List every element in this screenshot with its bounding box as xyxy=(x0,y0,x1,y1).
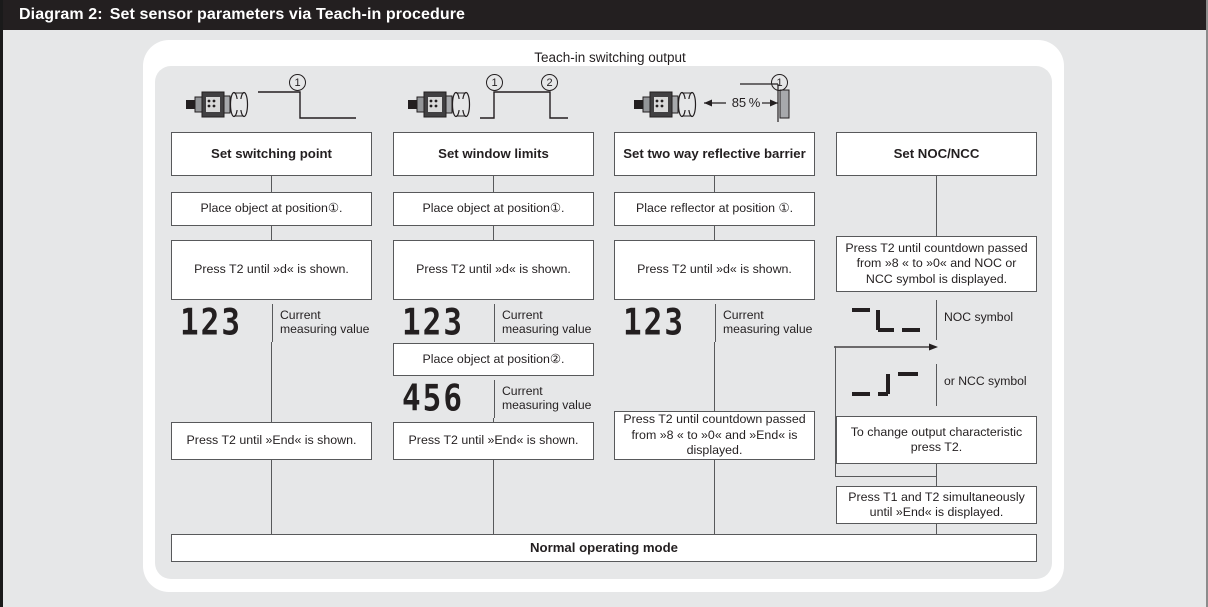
step-final-col1: Press T2 until »End« is shown. xyxy=(171,422,372,460)
column-header-switching-point: Set switching point xyxy=(171,132,372,176)
step-press-t2-d-col3: Press T2 until »d« is shown. xyxy=(614,240,815,300)
percent-label-col3: 85 % xyxy=(731,95,761,110)
step-place-object-col1: Place object at position①. xyxy=(171,192,372,226)
connector-4c xyxy=(936,524,937,534)
column-header-reflective-barrier: Set two way reflective barrier xyxy=(614,132,815,176)
wave-marker-1-col3: 1 xyxy=(771,74,788,91)
wave-marker-1-col2: 1 xyxy=(486,74,503,91)
connector-3a xyxy=(714,176,715,192)
feedback-loop-arrow xyxy=(834,340,944,358)
connector-3c xyxy=(714,342,715,411)
readout-value-col1: 123 xyxy=(180,301,242,344)
readout-value-col2: 123 xyxy=(402,301,464,344)
sensor-icon-2 xyxy=(408,88,474,127)
step-final-col3: Press T2 until countdown passed from »8 … xyxy=(614,411,815,460)
feedback-loop-vertical xyxy=(835,346,836,476)
noc-divider xyxy=(936,300,937,340)
wave-marker-1-col1: 1 xyxy=(289,74,306,91)
connector-1a xyxy=(271,176,272,192)
diagram-title-text: Set sensor parameters via Teach-in proce… xyxy=(109,6,466,23)
readout-label-col1: Current measuring value xyxy=(280,308,370,337)
connector-1d xyxy=(271,460,272,534)
connector-2a xyxy=(493,176,494,192)
step-press-t2-d-col2: Press T2 until »d« is shown. xyxy=(393,240,594,300)
wave-marker-2-col2: 2 xyxy=(541,74,558,91)
noc-symbol-glyph xyxy=(848,304,924,343)
reflector-distance-indicator xyxy=(700,82,796,133)
diagram-number: Diagram 2: xyxy=(19,6,103,23)
readout-label-col2: Current measuring value xyxy=(502,308,592,337)
diagram-title-bar: Diagram 2: Set sensor parameters via Tea… xyxy=(3,0,1206,30)
readout-value-col3: 123 xyxy=(623,301,685,344)
chart-title: Teach-in switching output xyxy=(534,50,686,65)
readout2-divider-col2 xyxy=(494,380,495,418)
ncc-symbol-label: or NCC symbol xyxy=(944,374,1027,388)
step-place-object-2-col2: Place object at position②. xyxy=(393,343,594,376)
connector-2c xyxy=(493,418,494,422)
connector-1b xyxy=(271,226,272,240)
step-final-col2: Press T2 until »End« is shown. xyxy=(393,422,594,460)
column-header-window-limits: Set window limits xyxy=(393,132,594,176)
ncc-divider xyxy=(936,364,937,406)
step-place-reflector-col3: Place reflector at position ①. xyxy=(614,192,815,226)
feedback-loop-bottom xyxy=(835,476,936,477)
ncc-symbol-glyph xyxy=(848,368,924,407)
connector-2d xyxy=(493,460,494,534)
step-press-t2-countdown-col4: Press T2 until countdown passed from »8 … xyxy=(836,236,1037,292)
step-change-output-col4: To change output characteristic press T2… xyxy=(836,416,1037,464)
readout-label-col3: Current measuring value xyxy=(723,308,813,337)
sensor-icon-3 xyxy=(634,88,700,127)
step-final-col4: Press T1 and T2 simultaneously until »En… xyxy=(836,486,1037,524)
normal-operating-mode-bar: Normal operating mode xyxy=(171,534,1037,562)
readout-divider-col2 xyxy=(494,304,495,342)
column-header-noc-ncc: Set NOC/NCC xyxy=(836,132,1037,176)
connector-3b xyxy=(714,226,715,240)
connector-2b xyxy=(493,226,494,240)
waveform-double-pulse xyxy=(478,86,572,131)
waveform-single-pulse xyxy=(256,86,358,131)
readout-divider-col1 xyxy=(272,304,273,342)
connector-4b xyxy=(936,464,937,486)
step-press-t2-d-col1: Press T2 until »d« is shown. xyxy=(171,240,372,300)
readout-divider-col3 xyxy=(715,304,716,342)
connector-1c xyxy=(271,342,272,422)
noc-symbol-label: NOC symbol xyxy=(944,310,1014,324)
sensor-icon-1 xyxy=(186,88,252,127)
step-place-object-col2: Place object at position①. xyxy=(393,192,594,226)
connector-4a xyxy=(936,176,937,236)
readout2-value-col2: 456 xyxy=(402,377,464,420)
connector-3d xyxy=(714,460,715,534)
readout2-label-col2: Current measuring value xyxy=(502,384,592,413)
